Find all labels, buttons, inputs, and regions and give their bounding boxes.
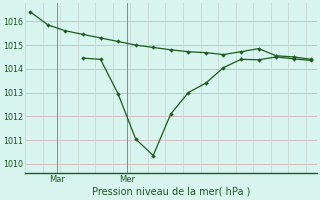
X-axis label: Pression niveau de la mer( hPa ): Pression niveau de la mer( hPa ) (92, 187, 250, 197)
